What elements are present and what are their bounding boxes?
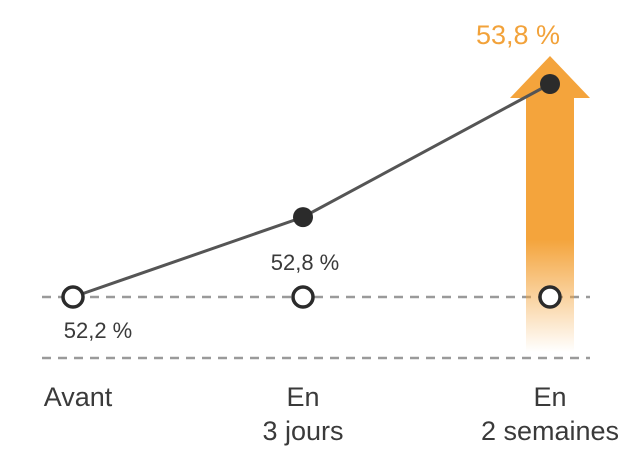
category-label-line: Avant (44, 382, 113, 412)
category-label-line: 3 jours (262, 416, 343, 446)
baseline-marker-2 (538, 285, 562, 309)
category-label-0: Avant (44, 382, 113, 412)
baseline-marker-1 (291, 285, 315, 309)
category-label-line: En (286, 382, 319, 412)
baseline-marker-0 (61, 285, 85, 309)
value-label-2: 53,8 % (476, 20, 560, 50)
category-label-line: 2 semaines (481, 416, 619, 446)
value-label-1: 52,8 % (271, 250, 340, 275)
category-label-2: En 2 semaines (481, 382, 619, 446)
data-point-1 (293, 207, 313, 228)
category-label-line: En (533, 382, 566, 412)
increase-arrow-icon (510, 56, 590, 352)
data-point-2 (540, 74, 560, 94)
category-label-1: En 3 jours (262, 382, 343, 446)
value-label-0: 52,2 % (64, 318, 133, 343)
